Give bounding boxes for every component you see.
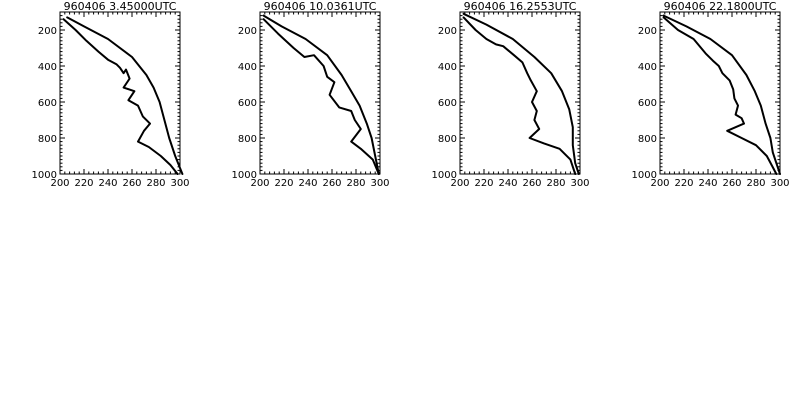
chart-panel-4: 960406 22.1800UTC 200 220 240 260 280 300 200 40… [632, 0, 790, 189]
y-tick-label: 800 [638, 134, 657, 145]
y-tick-label: 1000 [432, 170, 457, 181]
chart-panel-1: 960406 3.45000UTC 200 220 240 260 280 300 200 40… [32, 0, 190, 189]
x-tick-label: 240 [498, 178, 517, 189]
y-tick-label: 1000 [232, 170, 257, 181]
chart-title: 960406 10.0361UTC [264, 0, 377, 13]
x-tick-label: 260 [522, 178, 541, 189]
y-tick-label: 400 [438, 62, 457, 73]
x-tick-label: 300 [770, 178, 789, 189]
y-tick-label: 1000 [632, 170, 657, 181]
x-tick-label: 220 [274, 178, 293, 189]
chart-panel-3: 960406 16.2553UTC 200 220 240 260 280 300 200 40… [432, 0, 590, 189]
y-tick-label: 600 [438, 98, 457, 109]
y-tick-label: 200 [638, 26, 657, 37]
x-tick-label: 300 [570, 178, 589, 189]
y-tick-label: 600 [238, 98, 257, 109]
profile-line-temperature [662, 14, 781, 175]
x-tick-label: 200 [250, 178, 269, 189]
x-tick-label: 280 [346, 178, 365, 189]
y-tick-label: 600 [638, 98, 657, 109]
plot-frame [459, 11, 581, 175]
x-tick-label: 240 [298, 178, 317, 189]
x-tick-label: 280 [146, 178, 165, 189]
profile-line-temperature [462, 12, 580, 175]
x-tick-label: 260 [722, 178, 741, 189]
x-tick-label: 220 [674, 178, 693, 189]
y-tick-label: 800 [438, 134, 457, 145]
profile-line-temperature [66, 16, 184, 175]
plot-frame [59, 11, 181, 175]
plot-frame [259, 11, 381, 175]
plot-frame [659, 11, 781, 175]
y-tick-label: 400 [638, 62, 657, 73]
x-tick-label: 300 [370, 178, 389, 189]
chart-title: 960406 22.1800UTC [664, 0, 777, 13]
x-tick-label: 240 [98, 178, 117, 189]
profile-line-dewpoint [62, 18, 179, 175]
x-tick-label: 240 [698, 178, 717, 189]
profile-line-temperature [262, 14, 380, 175]
x-tick-label: 220 [74, 178, 93, 189]
y-tick-label: 400 [38, 62, 57, 73]
profile-line-dewpoint [662, 16, 778, 175]
x-tick-label: 280 [746, 178, 765, 189]
y-tick-label: 600 [38, 98, 57, 109]
y-tick-label: 400 [238, 62, 257, 73]
chart-panel-2: 960406 10.0361UTC 200 220 240 260 280 300 200 40… [232, 0, 390, 189]
y-tick-label: 800 [238, 134, 257, 145]
x-tick-label: 200 [650, 178, 669, 189]
x-tick-label: 260 [322, 178, 341, 189]
chart-title: 960406 16.2553UTC [464, 0, 577, 13]
chart-title: 960406 3.45000UTC [64, 0, 177, 13]
x-tick-label: 200 [50, 178, 69, 189]
x-tick-label: 220 [474, 178, 493, 189]
profile-line-dewpoint [462, 16, 577, 175]
y-tick-label: 200 [238, 26, 257, 37]
y-tick-label: 200 [38, 26, 57, 37]
y-tick-label: 800 [38, 134, 57, 145]
profile-line-dewpoint [262, 18, 380, 175]
x-tick-label: 300 [170, 178, 189, 189]
x-tick-label: 260 [122, 178, 141, 189]
y-tick-label: 200 [438, 26, 457, 37]
x-tick-label: 200 [450, 178, 469, 189]
x-tick-label: 280 [546, 178, 565, 189]
y-tick-label: 1000 [32, 170, 57, 181]
